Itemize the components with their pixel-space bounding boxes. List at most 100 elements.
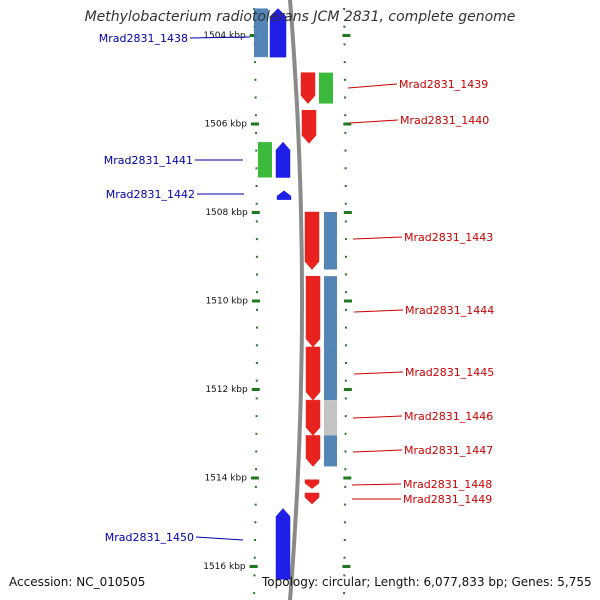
- minor-tick: [255, 202, 258, 205]
- gene-label: Mrad2831_1450: [105, 531, 194, 544]
- minor-tick: [254, 485, 257, 488]
- gene-track-mrad2831-1445: [324, 346, 337, 401]
- major-tick: [250, 476, 259, 480]
- minor-tick: [254, 114, 257, 117]
- major-tick: [250, 122, 259, 126]
- minor-tick: [253, 574, 256, 577]
- minor-tick: [255, 167, 258, 170]
- gene-leader-line: [347, 83, 398, 89]
- minor-tick: [254, 539, 257, 541]
- gene-leader-line: [352, 236, 403, 240]
- gene-arrow-mrad2831-1439: [300, 72, 316, 104]
- major-tick: [251, 211, 260, 214]
- minor-tick: [344, 273, 347, 276]
- minor-tick: [343, 556, 346, 559]
- minor-tick: [255, 291, 258, 294]
- minor-tick: [344, 185, 347, 187]
- major-tick: [249, 565, 258, 568]
- minor-tick: [255, 273, 258, 276]
- minor-tick: [344, 149, 347, 152]
- minor-tick: [343, 574, 346, 577]
- gene-arrow-mrad2831-1447: [305, 435, 321, 467]
- minor-tick: [255, 344, 258, 347]
- gene-arrow-mrad2831-1449: [304, 492, 320, 505]
- minor-tick: [343, 521, 346, 524]
- minor-tick: [344, 167, 347, 170]
- gene-arrow-mrad2831-1442: [276, 190, 292, 200]
- major-tick: [251, 388, 260, 391]
- minor-tick: [255, 415, 258, 418]
- gene-label: Mrad2831_1447: [404, 444, 493, 457]
- gene-label: Mrad2831_1440: [400, 114, 489, 127]
- minor-tick: [343, 592, 346, 595]
- minor-tick: [255, 450, 258, 453]
- gene-leader-line: [349, 119, 399, 124]
- gene-leader-line: [351, 483, 402, 486]
- gene-track-mrad2831-1441: [258, 142, 272, 178]
- minor-tick: [344, 415, 347, 418]
- tick-label: 1504 kbp: [203, 31, 246, 41]
- gene-features: [254, 8, 337, 580]
- major-tick: [343, 388, 352, 391]
- minor-tick: [254, 503, 257, 506]
- tick-label: 1506 kbp: [205, 120, 248, 130]
- minor-tick: [344, 131, 347, 134]
- minor-tick: [344, 379, 347, 382]
- minor-tick: [344, 344, 347, 347]
- minor-tick: [344, 503, 347, 506]
- major-tick: [342, 34, 351, 37]
- minor-tick: [344, 114, 347, 117]
- minor-tick: [255, 432, 258, 435]
- gene-label: Mrad2831_1449: [403, 493, 492, 506]
- gene-leader-line: [195, 536, 244, 541]
- minor-tick: [254, 61, 257, 64]
- gene-label: Mrad2831_1441: [104, 154, 193, 167]
- gene-labels: Mrad2831_1438 Mrad2831_1439 Mrad2831_1440 M…: [99, 32, 494, 544]
- gene-arrow-mrad2831-1448: [304, 479, 320, 489]
- tick-label: 1508 kbp: [205, 208, 248, 218]
- gene-arrow-mrad2831-1446: [305, 399, 321, 436]
- gene-label: Mrad2831_1442: [106, 188, 195, 201]
- major-tick: [343, 211, 352, 214]
- minor-tick: [343, 8, 346, 10]
- genome-backbone: [288, 0, 304, 600]
- gene-arrow-mrad2831-1440: [301, 109, 317, 144]
- minor-tick: [343, 539, 346, 541]
- minor-tick: [344, 96, 347, 99]
- minor-tick: [255, 255, 258, 258]
- minor-tick: [344, 397, 347, 400]
- minor-tick: [344, 432, 347, 435]
- gene-leader-line: [189, 36, 251, 39]
- minor-tick: [255, 397, 258, 400]
- major-tick: [344, 299, 352, 303]
- major-tick: [343, 476, 352, 480]
- minor-tick: [255, 379, 258, 382]
- gene-leader-line: [353, 309, 404, 313]
- minor-tick: [343, 43, 346, 46]
- minor-tick: [255, 362, 258, 364]
- minor-tick: [344, 308, 347, 311]
- minor-tick: [344, 238, 347, 241]
- minor-tick: [344, 291, 347, 294]
- gene-label: Mrad2831_1444: [405, 304, 494, 317]
- minor-tick: [254, 521, 257, 524]
- minor-tick: [254, 78, 257, 81]
- gene-leader-line: [353, 371, 404, 375]
- topology-text: Topology: circular; Length: 6,077,833 bp…: [262, 575, 592, 589]
- minor-tick: [343, 25, 346, 28]
- tick-label: 1516 kbp: [203, 562, 246, 572]
- minor-tick: [344, 485, 347, 488]
- minor-tick: [255, 468, 258, 471]
- major-tick: [343, 122, 352, 126]
- gene-track-mrad2831-1444: [324, 276, 337, 347]
- minor-tick: [344, 468, 347, 471]
- gene-label: Mrad2831_1443: [404, 231, 493, 244]
- gene-leader-line: [352, 415, 403, 419]
- gene-arrow-mrad2831-1441: [275, 141, 291, 178]
- minor-tick: [344, 255, 347, 258]
- minor-tick: [255, 131, 258, 134]
- gene-track-mrad2831-1446: [324, 400, 337, 436]
- gene-leader-line: [352, 449, 403, 453]
- major-tick: [249, 34, 258, 37]
